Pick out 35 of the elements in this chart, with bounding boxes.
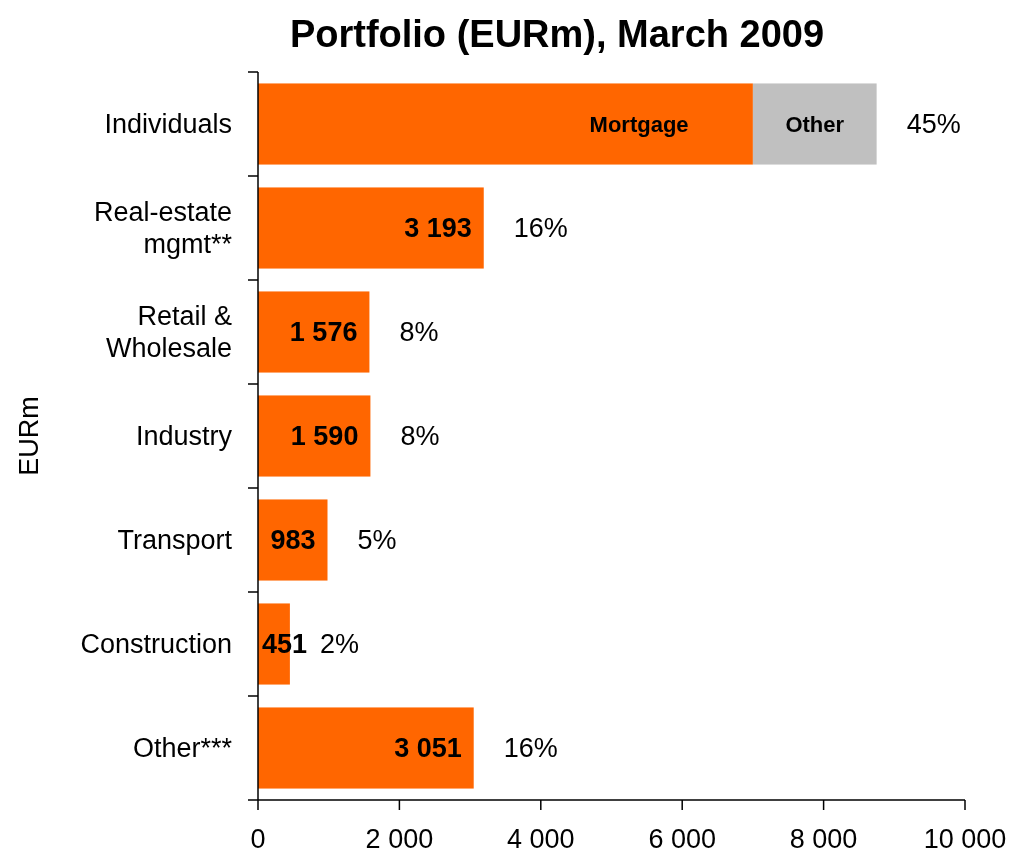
bar [752,83,877,165]
y-tick-label: Real-estate mgmt** [93,197,233,260]
data-label: 1 576 [289,317,358,348]
data-label: 1 590 [290,421,359,452]
x-tick-label: 4 000 [507,824,575,854]
y-tick-label: Transport [117,525,233,556]
bar [258,291,370,373]
data-label: 3 193 [404,213,472,244]
x-tick-label: 8 000 [789,824,858,854]
x-tick-label: 6 000 [648,824,716,854]
series-label: Other [785,111,845,137]
bar [258,83,753,165]
annotation: 5% [357,525,397,556]
annotation: 16% [503,733,558,764]
chart-title: Portfolio (EURm), March 2009 [289,13,825,55]
x-tick-label: 0 [250,824,266,854]
annotation: 45% [906,109,961,140]
x-tick-label: 10 000 [923,824,1007,854]
annotation: 2% [319,629,359,660]
bar [258,707,474,789]
data-label: 3 051 [394,733,462,764]
data-label: 983 [270,525,316,556]
series-label: Mortgage [589,111,689,137]
y-tick-label: Retail & Wholesale [105,301,232,364]
bar [258,187,484,269]
annotation: 16% [513,213,568,244]
y-tick-label: Individuals [104,109,232,140]
annotation: 8% [400,421,440,452]
annotation: 8% [399,317,439,348]
y-tick-label: Construction [80,629,232,660]
x-tick-label: 2 000 [365,824,434,854]
y-tick-label: Industry [135,421,233,452]
bar [258,395,371,477]
y-tick-label: Other*** [132,733,233,764]
y-axis-title: EURm [14,396,44,476]
